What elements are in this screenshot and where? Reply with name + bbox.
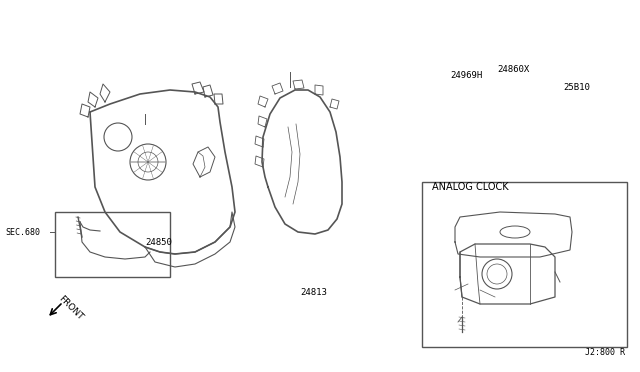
FancyBboxPatch shape <box>422 182 627 347</box>
Text: 25B10: 25B10 <box>563 83 590 92</box>
Text: ANALOG CLOCK: ANALOG CLOCK <box>432 182 509 192</box>
Text: 24813: 24813 <box>300 288 327 297</box>
Text: 24860X: 24860X <box>497 65 529 74</box>
Text: J2:800 R: J2:800 R <box>585 348 625 357</box>
Text: SEC.680: SEC.680 <box>5 228 40 237</box>
Text: FRONT: FRONT <box>57 294 85 322</box>
Text: 24969H: 24969H <box>450 71 483 80</box>
FancyBboxPatch shape <box>55 212 170 277</box>
Text: 24850: 24850 <box>145 238 172 247</box>
